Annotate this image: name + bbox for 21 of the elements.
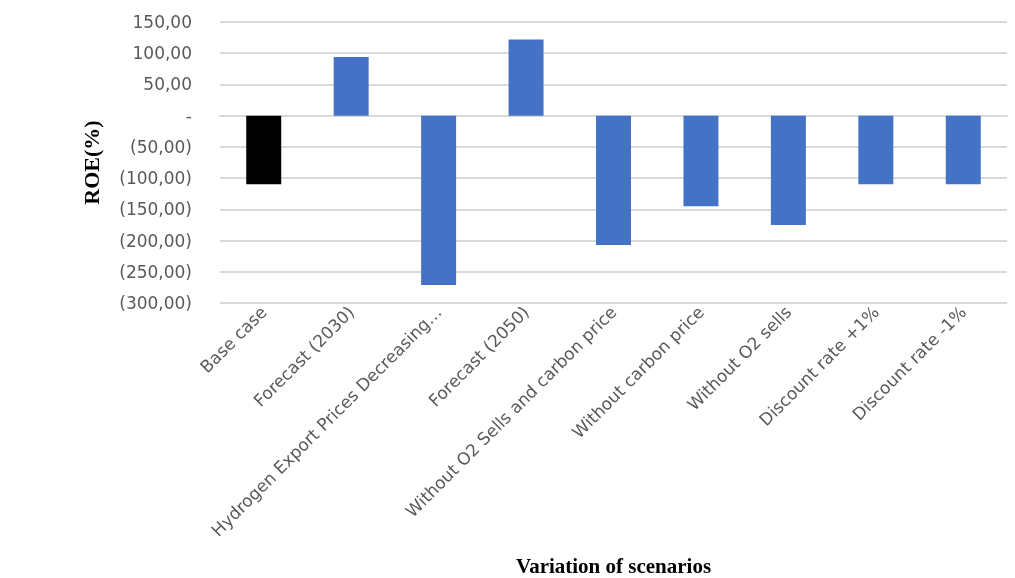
- y-tick-label: (50,00): [130, 136, 192, 157]
- bar: [858, 115, 894, 185]
- bar: [596, 115, 631, 245]
- y-tick-label: 100,00: [132, 43, 192, 64]
- bar: [508, 39, 544, 116]
- y-axis-title: ROE(%): [78, 120, 104, 205]
- y-tick-label: (200,00): [119, 230, 192, 251]
- bar: [683, 115, 719, 207]
- y-tick-label: (300,00): [119, 293, 192, 313]
- y-tick-label: 150,00: [132, 12, 192, 32]
- bar: [421, 115, 457, 285]
- y-tick-label: -: [185, 105, 192, 126]
- bar: [246, 115, 282, 185]
- y-tick-label: (100,00): [119, 168, 192, 189]
- y-tick-label: (150,00): [119, 199, 192, 220]
- bar: [945, 115, 981, 185]
- y-tick-label: (250,00): [119, 261, 192, 282]
- bar: [770, 115, 806, 225]
- x-axis-title: Variation of scenarios: [515, 553, 712, 578]
- bar: [333, 56, 369, 116]
- y-tick-label: 50,00: [143, 74, 192, 95]
